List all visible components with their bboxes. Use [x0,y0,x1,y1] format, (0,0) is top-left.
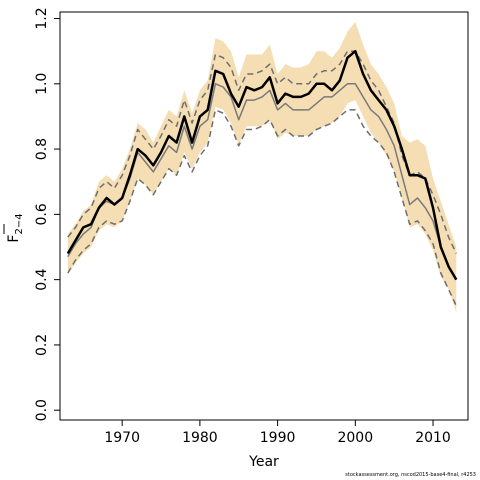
y-tick-label: 0.4 [34,268,50,290]
y-axis-label: F2−4 [6,213,25,242]
y-axis: 0.0 0.2 0.4 0.6 0.8 1.0 1.2 [34,7,60,421]
series-line-lower-dashed [67,109,457,307]
x-tick-label: 2010 [415,430,451,446]
confidence-band-layer [67,21,457,313]
x-tick-label: 1980 [182,430,218,446]
y-tick-label: 0.8 [34,138,50,160]
series-line-estimate [66,49,458,281]
y-axis-label-subscript: 2−4 [14,213,25,234]
confidence-band [67,21,457,313]
series-lines-layer [66,49,458,307]
series-line-upper-dashed [67,50,457,254]
plot-frame [59,11,469,421]
y-tick-label: 0.6 [34,203,50,225]
x-tick-label: 2000 [337,430,373,446]
x-tick-label: 1990 [260,430,296,446]
y-tick-label: 0.0 [34,399,50,421]
y-tick-label: 0.2 [34,334,50,356]
x-axis-label: Year [248,454,279,470]
y-tick-label: 1.0 [34,73,50,95]
x-tick-label: 1970 [104,430,140,446]
y-tick-label: 1.2 [34,7,50,29]
caption: stockassessment.org, nscod2015-base4-fin… [345,472,476,478]
x-axis: 1970 1980 1990 2000 2010 [104,420,451,446]
y-axis-label-base: F [6,235,22,243]
